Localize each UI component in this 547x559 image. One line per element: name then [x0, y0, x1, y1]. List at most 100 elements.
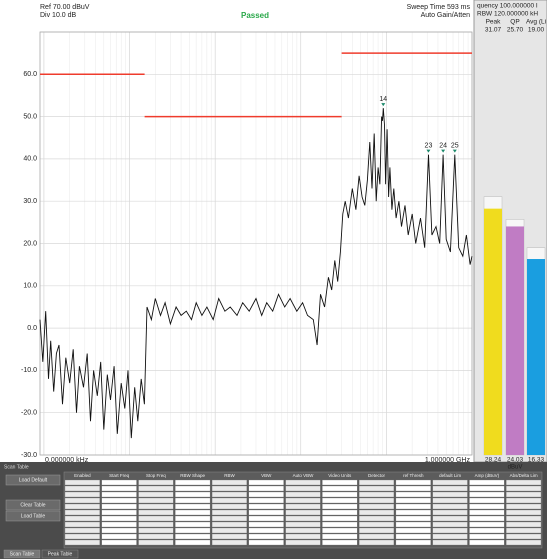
button-label[interactable]: Load Table — [21, 513, 46, 519]
table-cell — [432, 539, 468, 546]
column-header: Stop Freq — [146, 473, 166, 478]
table-cell — [64, 497, 100, 504]
tab[interactable] — [41, 549, 79, 559]
div: Div 10.0 dB — [40, 12, 77, 19]
table-cell — [322, 539, 358, 546]
table-cell — [432, 527, 468, 534]
table-cell — [101, 515, 137, 522]
table-cell — [322, 491, 358, 498]
plot-frame — [39, 31, 473, 456]
table-cell — [211, 539, 247, 546]
table-cell — [432, 485, 468, 492]
table-cell — [64, 521, 100, 528]
table-cell — [395, 479, 431, 486]
table-cell — [359, 539, 395, 546]
table-cell — [359, 479, 395, 486]
tab-label[interactable]: Scan Table — [10, 551, 35, 557]
button[interactable] — [5, 510, 61, 522]
table-cell — [175, 509, 211, 516]
table-cell — [395, 521, 431, 528]
table-cell — [469, 491, 505, 498]
table-cell — [322, 533, 358, 540]
table-cell — [64, 479, 100, 486]
table-cell — [469, 497, 505, 504]
table-cell — [506, 527, 542, 534]
tab-label[interactable]: Peak Table — [48, 551, 73, 557]
column-header: Video Units — [328, 473, 352, 478]
marker-label: 24 — [439, 143, 447, 150]
table-cell — [138, 533, 174, 540]
table-cell — [248, 491, 284, 498]
marker — [381, 103, 386, 107]
sweep-time: Sweep Time 593 ms — [407, 4, 471, 11]
status: Passed — [241, 11, 269, 20]
y-tick-label: -10.0 — [21, 367, 37, 374]
table-cell — [359, 491, 395, 498]
table-cell — [64, 491, 100, 498]
table-cell — [432, 533, 468, 540]
table-cell — [211, 515, 247, 522]
table-cell — [64, 515, 100, 522]
marker-label: 25 — [451, 143, 459, 150]
meter-line: quency 100.000000 I — [477, 3, 538, 10]
table-cell — [359, 485, 395, 492]
table-cell — [175, 491, 211, 498]
table-cell — [469, 485, 505, 492]
table-cell — [359, 515, 395, 522]
ref-level: Ref 70.00 dBuV — [40, 4, 90, 11]
table-cell — [138, 527, 174, 534]
table-cell — [101, 497, 137, 504]
table-cell — [138, 521, 174, 528]
table-cell — [506, 485, 542, 492]
table-cell — [101, 521, 137, 528]
table-cell — [248, 521, 284, 528]
x-start-label: 0.000000 kHz — [45, 457, 89, 464]
table-cell — [285, 539, 321, 546]
table-cell — [101, 491, 137, 498]
button-label[interactable]: Load Default — [19, 477, 48, 483]
tab[interactable] — [3, 549, 41, 559]
y-tick-label: 0.0 — [27, 325, 37, 332]
table-cell — [285, 503, 321, 510]
trace — [39, 108, 473, 439]
table-cell — [175, 527, 211, 534]
column-header: Abs/Delta Lim — [510, 473, 538, 478]
table-cell — [322, 497, 358, 504]
table-cell — [322, 503, 358, 510]
table-cell — [248, 497, 284, 504]
y-tick-label: 20.0 — [23, 240, 37, 247]
table-cell — [175, 503, 211, 510]
column-header: default Lim — [439, 473, 461, 478]
table-cell — [285, 509, 321, 516]
table-cell — [211, 479, 247, 486]
column-header: Detector — [368, 473, 386, 478]
table-cell — [175, 521, 211, 528]
marker — [441, 149, 446, 153]
table-cell — [469, 509, 505, 516]
table-cell — [138, 509, 174, 516]
table-cell — [322, 521, 358, 528]
table-cell — [322, 509, 358, 516]
table-cell — [101, 509, 137, 516]
table-cell — [395, 497, 431, 504]
button[interactable] — [5, 499, 61, 511]
button[interactable] — [5, 474, 61, 486]
table-cell — [432, 491, 468, 498]
table-cell — [359, 497, 395, 504]
table-cell — [248, 533, 284, 540]
table-cell — [506, 533, 542, 540]
table-cell — [285, 491, 321, 498]
table-cell — [211, 533, 247, 540]
meter-bar — [484, 208, 502, 455]
button-label[interactable]: Clear Table — [20, 502, 45, 508]
table-cell — [432, 497, 468, 504]
meter-name: QP — [510, 19, 519, 26]
table-cell — [101, 479, 137, 486]
table-cell — [395, 491, 431, 498]
table-cell — [138, 497, 174, 504]
table-cell — [138, 479, 174, 486]
table-cell — [506, 521, 542, 528]
table-cell — [138, 503, 174, 510]
table-cell — [506, 491, 542, 498]
